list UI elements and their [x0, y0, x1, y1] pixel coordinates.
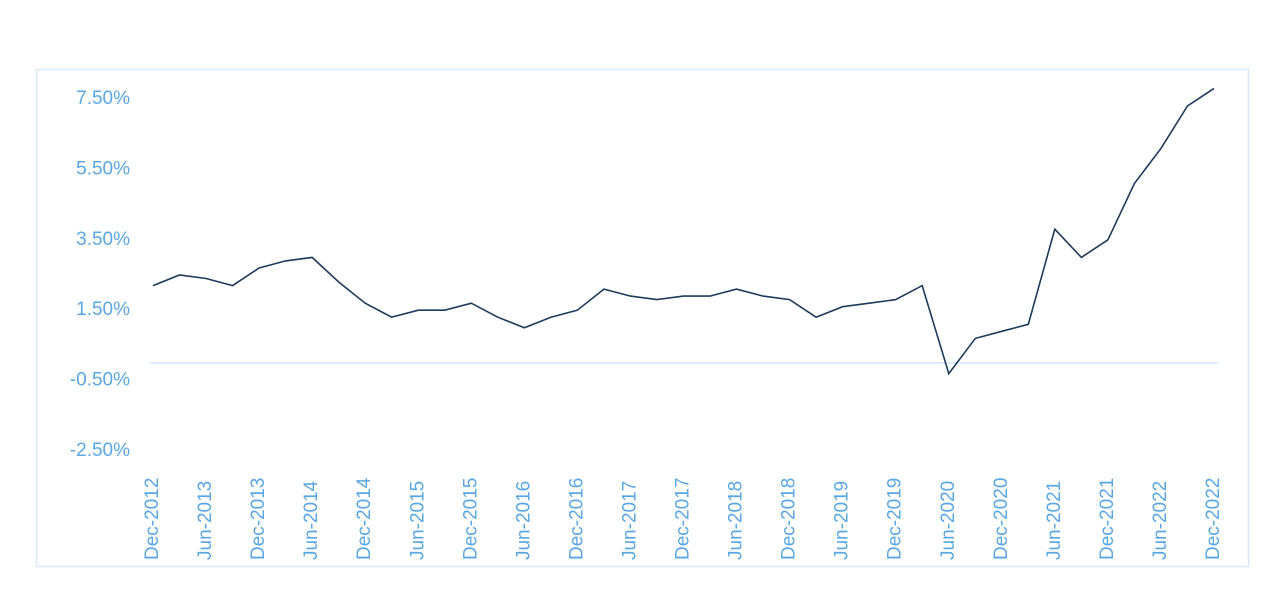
x-tick-label: Jun-2022 [1150, 481, 1171, 560]
x-tick-label: Jun-2019 [832, 481, 853, 560]
x-tick-label: Jun-2013 [195, 481, 216, 560]
y-tick-label: 1.50% [76, 299, 130, 320]
chart-frame [35, 68, 1250, 568]
y-tick-label: -2.50% [70, 440, 130, 461]
x-tick-label: Jun-2018 [726, 481, 747, 560]
x-tick-label: Jun-2021 [1044, 481, 1065, 560]
x-tick-label: Dec-2013 [248, 478, 269, 560]
y-tick-label: 3.50% [76, 229, 130, 250]
y-tick-label: 5.50% [76, 158, 130, 179]
y-tick-label: 7.50% [76, 88, 130, 109]
x-tick-label: Jun-2020 [938, 481, 959, 560]
x-tick-label: Jun-2015 [407, 481, 428, 560]
x-tick-label: Dec-2022 [1203, 478, 1224, 560]
x-tick-label: Jun-2016 [513, 481, 534, 560]
x-tick-label: Dec-2016 [566, 478, 587, 560]
x-tick-label: Dec-2015 [460, 478, 481, 560]
x-tick-label: Dec-2021 [1097, 478, 1118, 560]
x-tick-label: Dec-2014 [354, 477, 375, 560]
data-line [152, 87, 1215, 376]
x-tick-label: Dec-2020 [991, 478, 1012, 560]
x-tick-label: Dec-2018 [779, 478, 800, 560]
x-tick-label: Jun-2017 [619, 481, 640, 560]
y-tick-label: -0.50% [70, 370, 130, 391]
x-tick-label: Dec-2019 [885, 478, 906, 560]
x-tick-label: Dec-2017 [673, 478, 694, 560]
x-tick-label: Jun-2014 [301, 480, 322, 560]
x-tick-label: Dec-2012 [142, 478, 163, 560]
